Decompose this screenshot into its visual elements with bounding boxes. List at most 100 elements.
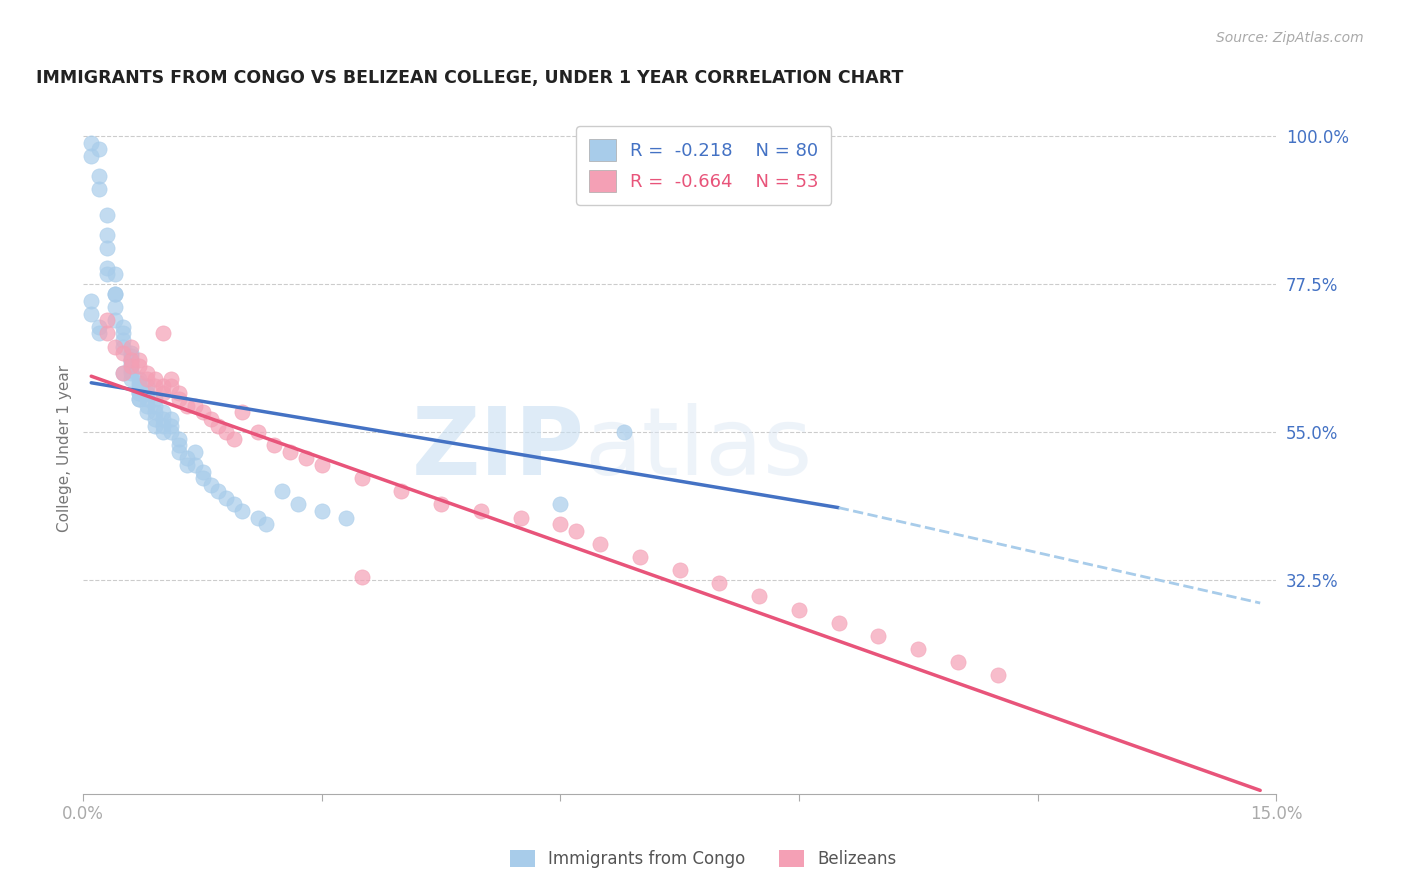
Point [112, 340, 135, 354]
Point [143, 399, 166, 413]
Point [311, 458, 333, 472]
Point [263, 438, 285, 452]
Point [565, 524, 588, 538]
Point [350, 570, 373, 584]
Point [167, 445, 190, 459]
Point [135, 385, 157, 400]
Text: Source: ZipAtlas.com: Source: ZipAtlas.com [1216, 31, 1364, 45]
Point [152, 425, 174, 439]
Point [709, 576, 731, 591]
Point [96, 227, 118, 242]
Point [135, 372, 157, 386]
Point [89, 182, 111, 196]
Point [135, 405, 157, 419]
Point [128, 385, 150, 400]
Point [787, 602, 810, 616]
Point [311, 504, 333, 518]
Point [112, 333, 135, 347]
Point [120, 359, 142, 374]
Point [89, 169, 111, 183]
Point [278, 445, 301, 459]
Point [143, 372, 166, 386]
Point [335, 510, 357, 524]
Point [828, 615, 851, 630]
Point [152, 379, 174, 393]
Point [215, 425, 238, 439]
Point [104, 340, 127, 354]
Text: IMMIGRANTS FROM CONGO VS BELIZEAN COLLEGE, UNDER 1 YEAR CORRELATION CHART: IMMIGRANTS FROM CONGO VS BELIZEAN COLLEG… [35, 69, 903, 87]
Point [868, 629, 890, 643]
Point [152, 412, 174, 426]
Point [183, 458, 205, 472]
Point [470, 504, 492, 518]
Legend: R =  -0.218    N = 80, R =  -0.664    N = 53: R = -0.218 N = 80, R = -0.664 N = 53 [576, 126, 831, 204]
Point [159, 372, 181, 386]
Point [191, 471, 214, 485]
Point [191, 405, 214, 419]
Point [96, 260, 118, 275]
Point [89, 319, 111, 334]
Point [96, 241, 118, 255]
Point [120, 340, 142, 354]
Point [112, 366, 135, 380]
Point [224, 432, 246, 446]
Point [143, 418, 166, 433]
Point [550, 497, 572, 511]
Point [231, 504, 253, 518]
Point [104, 287, 127, 301]
Point [135, 399, 157, 413]
Point [143, 405, 166, 419]
Point [104, 313, 127, 327]
Point [509, 510, 531, 524]
Point [128, 382, 150, 396]
Point [128, 379, 150, 393]
Point [96, 313, 118, 327]
Point [128, 372, 150, 386]
Point [183, 399, 205, 413]
Point [224, 497, 246, 511]
Point [128, 352, 150, 367]
Point [135, 392, 157, 407]
Point [207, 418, 229, 433]
Text: ZIP: ZIP [412, 402, 585, 494]
Point [287, 497, 309, 511]
Point [176, 399, 198, 413]
Point [389, 484, 412, 499]
Point [104, 300, 127, 314]
Point [159, 379, 181, 393]
Point [120, 356, 142, 370]
Point [120, 352, 142, 367]
Point [167, 438, 190, 452]
Point [271, 484, 294, 499]
Point [135, 366, 157, 380]
Point [89, 326, 111, 341]
Point [96, 208, 118, 222]
Point [128, 392, 150, 407]
Point [191, 465, 214, 479]
Point [128, 392, 150, 407]
Point [183, 445, 205, 459]
Point [550, 517, 572, 532]
Point [112, 319, 135, 334]
Point [152, 385, 174, 400]
Point [80, 293, 103, 308]
Point [89, 142, 111, 156]
Point [143, 392, 166, 407]
Point [96, 267, 118, 281]
Point [128, 385, 150, 400]
Point [143, 379, 166, 393]
Point [128, 376, 150, 390]
Legend: Immigrants from Congo, Belizeans: Immigrants from Congo, Belizeans [503, 843, 903, 875]
Point [167, 392, 190, 407]
Point [231, 405, 253, 419]
Y-axis label: College, Under 1 year: College, Under 1 year [58, 365, 72, 532]
Point [135, 379, 157, 393]
Point [159, 425, 181, 439]
Point [120, 352, 142, 367]
Point [80, 136, 103, 150]
Point [167, 432, 190, 446]
Point [152, 405, 174, 419]
Point [152, 418, 174, 433]
Point [120, 366, 142, 380]
Point [104, 267, 127, 281]
